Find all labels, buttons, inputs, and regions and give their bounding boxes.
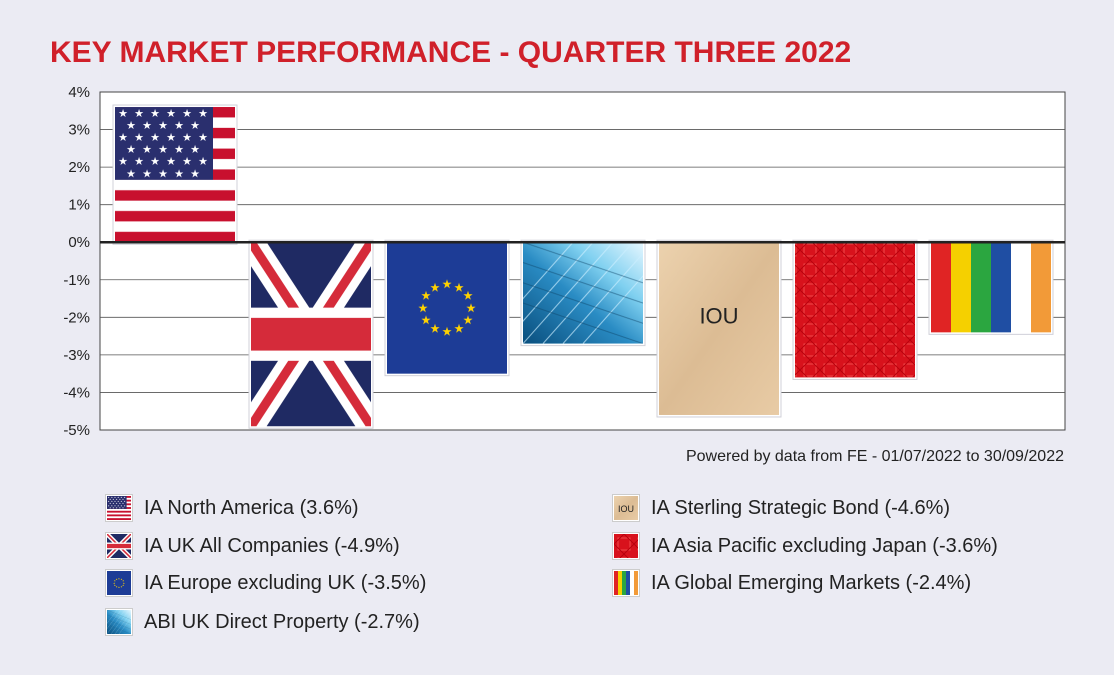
legend-item-north-america: IA North America (3.6%) <box>106 495 359 521</box>
y-tick-label: -1% <box>63 272 90 289</box>
legend-label: IA UK All Companies (-4.9%) <box>144 535 400 557</box>
legend-item-europe-ex-uk: IA Europe excluding UK (-3.5%) <box>106 570 426 596</box>
glass-building-icon <box>106 609 132 635</box>
bar-uk-flag <box>251 242 371 427</box>
bars: IOU <box>112 104 1054 429</box>
legend-label: IA Europe excluding UK (-3.5%) <box>144 572 427 594</box>
bar-glass-building <box>523 242 643 344</box>
bar-red-chinese-pattern <box>795 242 915 378</box>
rainbow-stripes-icon <box>613 570 639 596</box>
us-flag-icon <box>106 495 132 521</box>
source-note: Powered by data from FE - 01/07/2022 to … <box>685 448 1064 465</box>
bar-us-flag <box>115 107 235 243</box>
legend-label: ABI UK Direct Property (-2.7%) <box>144 611 420 633</box>
uk-flag-icon <box>106 533 132 559</box>
bar-rainbow-stripes <box>931 242 1051 333</box>
y-tick-label: -2% <box>63 309 90 326</box>
y-tick-label: 2% <box>68 159 90 176</box>
legend-item-asia-pacific-ex-japan: IA Asia Pacific excluding Japan (-3.6%) <box>613 533 998 559</box>
legend-label: IA North America (3.6%) <box>144 497 359 519</box>
y-tick-label: 4% <box>68 84 90 101</box>
legend-item-global-emerging-markets: IA Global Emerging Markets (-2.4%) <box>613 570 971 596</box>
legend-item-sterling-strategic-bond: IOU IA Sterling Strategic Bond (-4.6%) <box>613 495 950 521</box>
iou-icon-text: IOU <box>618 504 634 514</box>
eu-flag-icon <box>106 570 132 596</box>
y-tick-label: 3% <box>68 122 90 139</box>
y-tick-label: -4% <box>63 384 90 401</box>
iou-icon: IOU <box>613 495 639 521</box>
y-tick-label: 1% <box>68 197 90 214</box>
y-axis: 4% 3% 2% 1% 0% -1% -2% -3% -4% -5% <box>63 84 90 439</box>
legend-item-uk-all-companies: IA UK All Companies (-4.9%) <box>106 533 400 559</box>
y-tick-label: -5% <box>63 422 90 439</box>
y-tick-label: -3% <box>63 347 90 364</box>
legend-label: IA Asia Pacific excluding Japan (-3.6%) <box>651 535 998 557</box>
chart-title: KEY MARKET PERFORMANCE - QUARTER THREE 2… <box>50 36 852 69</box>
y-tick-label: 0% <box>68 234 90 251</box>
bar-eu-flag <box>387 242 507 374</box>
legend-item-uk-direct-property: ABI UK Direct Property (-2.7%) <box>106 609 420 635</box>
red-pattern-icon <box>613 533 639 559</box>
legend-label: IA Sterling Strategic Bond (-4.6%) <box>651 497 951 519</box>
legend-label: IA Global Emerging Markets (-2.4%) <box>651 572 972 594</box>
bar-iou-paper <box>659 242 779 415</box>
bar-text: IOU <box>699 303 738 328</box>
